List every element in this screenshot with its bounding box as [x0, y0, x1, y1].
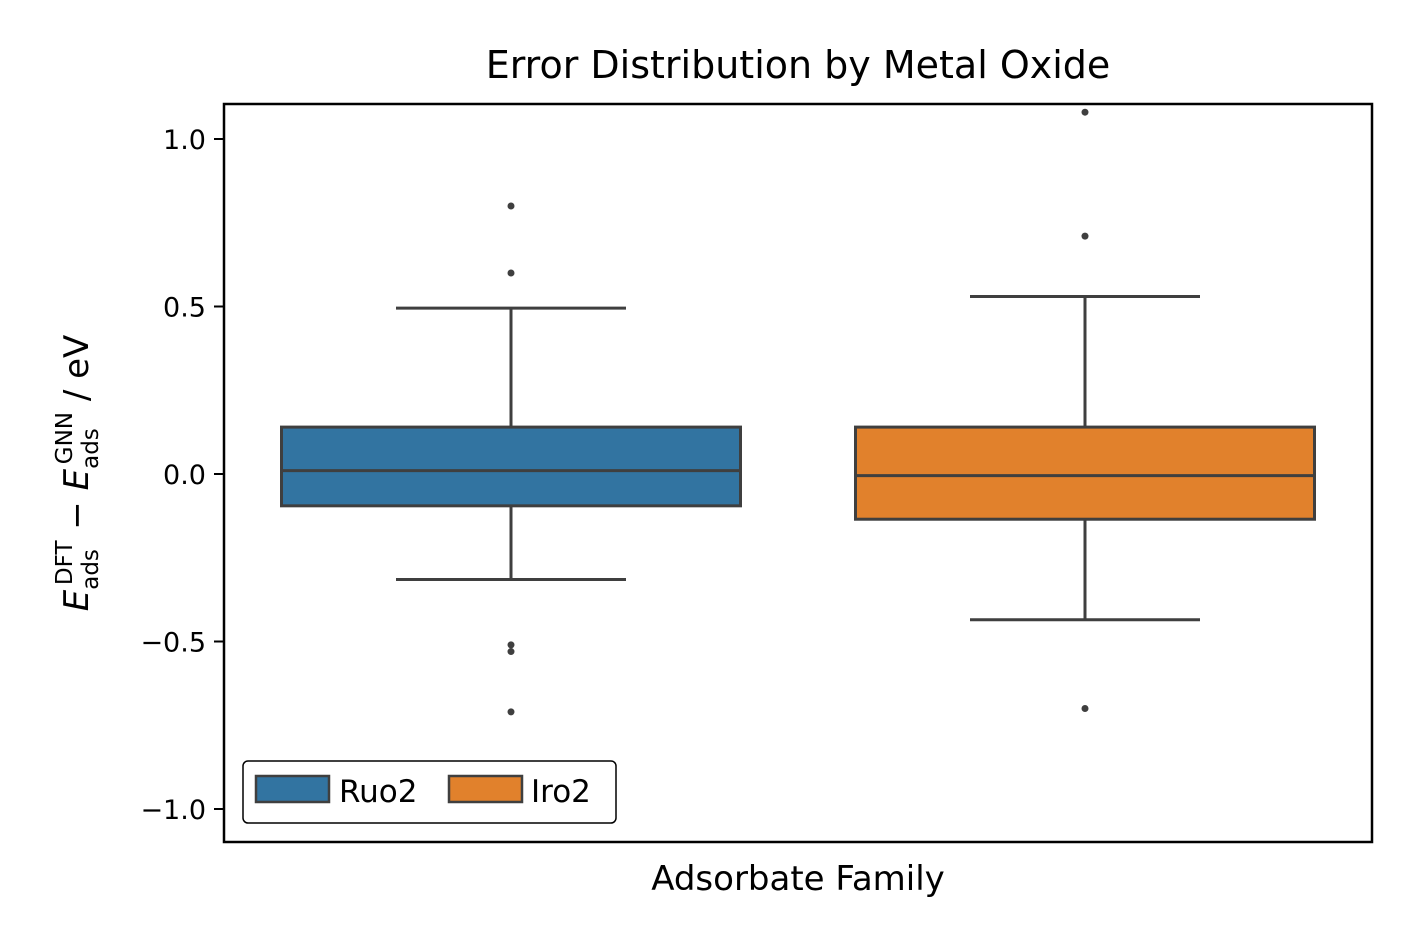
legend-swatch-iro2: [447, 774, 524, 804]
y-tick-label-4: 1.0: [163, 125, 206, 156]
y-label-unit: / eV: [57, 335, 97, 412]
outlier-iro2-0: [1081, 108, 1089, 116]
legend-label-ruo2: Ruo2: [339, 774, 417, 810]
x-axis-label: Adsorbate Family: [651, 859, 945, 899]
chart-title: Error Distribution by Metal Oxide: [486, 43, 1111, 87]
legend: Ruo2 Iro2: [242, 760, 617, 824]
y-label-sub2: ads: [78, 428, 104, 469]
box-plot-series: [280, 108, 1316, 716]
outlier-ruo2-4: [507, 708, 515, 716]
y-label-sub1: ads: [78, 549, 104, 590]
y-tick-label-0: −1.0: [140, 795, 206, 826]
y-label-minus: −: [57, 490, 97, 540]
iqr-box-ruo2: [280, 425, 742, 508]
iqr-box-iro2: [854, 425, 1316, 521]
outlier-iro2-1: [1081, 232, 1089, 240]
y-label-e2: E: [57, 468, 97, 490]
outlier-ruo2-0: [507, 202, 515, 210]
outlier-ruo2-2: [507, 641, 515, 649]
y-label-sup1: DFT: [52, 540, 78, 586]
box-ruo2: [280, 202, 742, 716]
box-iro2: [854, 108, 1316, 712]
legend-label-iro2: Iro2: [531, 774, 591, 810]
y-tick-label-3: 0.5: [163, 293, 206, 324]
y-axis-ticks: −1.0 −0.5 0.0 0.5 1.0: [140, 125, 224, 826]
y-tick-label-2: 0.0: [163, 460, 206, 491]
outlier-iro2-2: [1081, 705, 1089, 712]
y-label-e1: E: [57, 589, 97, 611]
y-label-sup2: GNN: [52, 412, 78, 464]
y-tick-label-1: −0.5: [140, 628, 206, 659]
y-axis-label: EadsDFT − EadsGNN / eV: [52, 335, 104, 612]
outlier-ruo2-3: [507, 648, 515, 656]
outlier-ruo2-1: [507, 269, 515, 277]
legend-swatch-ruo2: [254, 774, 331, 804]
